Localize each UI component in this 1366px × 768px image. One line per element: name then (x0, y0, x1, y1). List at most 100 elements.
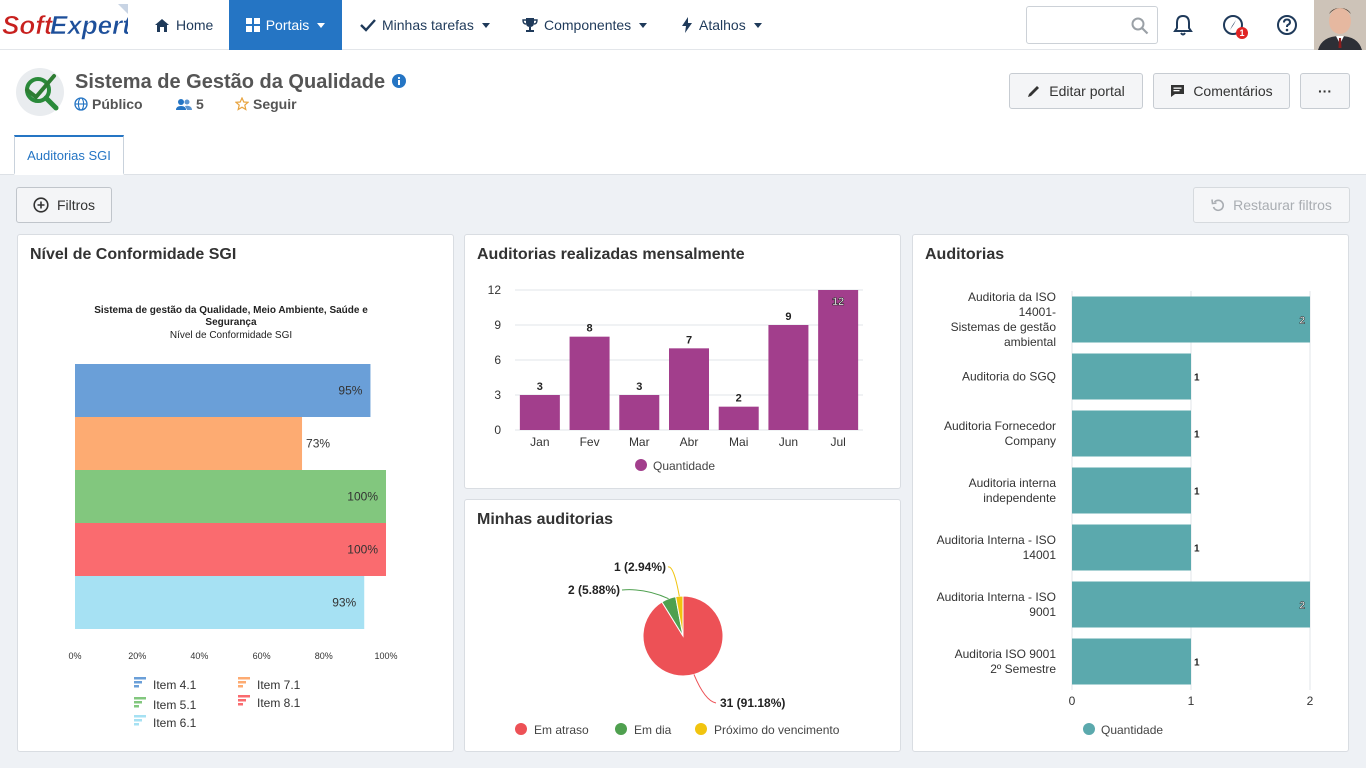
conformity-bar[interactable] (75, 417, 303, 470)
nav-atalhos[interactable]: Atalhos (667, 0, 776, 50)
audit-bar[interactable] (1072, 524, 1191, 571)
x-tick-label: Mai (729, 435, 748, 449)
info-icon[interactable] (392, 74, 406, 88)
bar-value-label: 8 (587, 323, 593, 335)
y-tick-label: 6 (494, 353, 501, 367)
legend-item[interactable]: Item 7.1 (238, 677, 301, 692)
category-label: 14001 (1023, 548, 1057, 562)
conformity-panel-title: Nível de Conformidade SGI (30, 246, 237, 263)
nav-portais[interactable]: Portais (229, 0, 342, 50)
bar-value-label: 7 (686, 334, 692, 346)
monthly-bar[interactable] (718, 406, 759, 430)
search-input[interactable] (1027, 7, 1127, 43)
x-tick-label: 1 (1188, 694, 1195, 708)
x-tick-label: 2 (1307, 694, 1314, 708)
bar-value-label: 2 (1299, 316, 1305, 327)
x-tick-label: 80% (315, 651, 333, 661)
monthly-bar[interactable] (818, 290, 859, 430)
conformity-panel: Nível de Conformidade SGI Sistema de ges… (17, 234, 454, 752)
filters-button[interactable]: Filtros (16, 187, 112, 223)
legend-item[interactable]: Item 5.1 (134, 697, 197, 712)
conformity-bar[interactable] (75, 576, 365, 629)
legend-item[interactable]: Em atraso (515, 723, 589, 737)
my-audits-pie: 31 (91.18%) 2 (5.88%) 1 (2.94%) Em atraso E… (515, 560, 840, 737)
legend-swatch (238, 695, 250, 698)
monthly-audits-panel: Auditorias realizadas mensalmente 3 8 3 7 2 9… (464, 234, 901, 489)
edit-portal-button[interactable]: Editar portal (1009, 73, 1143, 109)
filters-label: Filtros (56, 197, 96, 213)
check-icon (360, 19, 376, 32)
follow-link[interactable]: Seguir (235, 96, 297, 112)
svg-text:Soft: Soft (2, 10, 54, 40)
category-label: Company (1005, 434, 1056, 448)
monthly-bar[interactable] (619, 395, 660, 430)
bell-icon[interactable] (1171, 13, 1195, 37)
legend-item[interactable]: Item 6.1 (134, 715, 197, 730)
conformity-bar-label: 95% (338, 384, 362, 398)
category-label: Auditoria Fornecedor (944, 419, 1056, 433)
softexpert-logo[interactable]: Soft Expert (0, 2, 128, 42)
my-audits-panel-title: Minhas auditorias (477, 511, 614, 528)
nav-home[interactable]: Home (140, 0, 227, 50)
comments-button[interactable]: Comentários (1153, 73, 1290, 109)
nav-home-label: Home (176, 17, 214, 33)
conformity-bar[interactable] (75, 523, 386, 576)
category-label: 2º Semestre (990, 662, 1056, 676)
pie-value-label: 2 (5.88%) (568, 583, 620, 597)
audit-bar[interactable] (1072, 467, 1191, 514)
monthly-bar[interactable] (669, 348, 709, 430)
conformity-bar[interactable] (75, 364, 371, 417)
help-icon[interactable] (1275, 13, 1299, 37)
star-icon (235, 97, 249, 111)
notification-badge: 1 (1236, 27, 1248, 39)
legend-label: Item 6.1 (153, 716, 197, 730)
category-label: Sistemas de gestão (951, 320, 1057, 334)
audit-bar[interactable] (1072, 581, 1310, 628)
monthly-bar[interactable] (519, 395, 560, 430)
bar-value-label: 1 (1194, 544, 1200, 555)
tab-auditorias-sgi[interactable]: Auditorias SGI (14, 135, 124, 175)
legend-item[interactable]: Próximo do vencimento (695, 723, 840, 737)
category-label: 9001 (1029, 605, 1056, 619)
audit-bar[interactable] (1072, 353, 1191, 400)
audit-bar[interactable] (1072, 410, 1191, 457)
bar-value-label: 9 (785, 311, 791, 323)
nav-portais-label: Portais (265, 17, 310, 33)
legend-item[interactable]: Item 4.1 (134, 677, 197, 692)
x-tick-label: 40% (190, 651, 208, 661)
monthly-panel-title: Auditorias realizadas mensalmente (477, 246, 745, 263)
search-box[interactable] (1026, 6, 1158, 44)
members-count[interactable]: 5 (176, 96, 204, 112)
user-avatar[interactable] (1314, 0, 1366, 50)
search-icon[interactable] (1131, 17, 1149, 35)
monthly-bar[interactable] (768, 325, 809, 430)
members-label: 5 (196, 96, 204, 112)
nav-minhas-tarefas[interactable]: Minhas tarefas (346, 0, 504, 50)
legend-quantidade: Quantidade (1101, 723, 1163, 737)
visibility-label: Público (92, 96, 143, 112)
compass-icon[interactable] (1221, 13, 1245, 37)
category-label: Auditoria ISO 9001 (955, 647, 1057, 661)
audit-bar[interactable] (1072, 638, 1191, 685)
y-tick-label: 12 (488, 283, 502, 297)
bar-value-label: 1 (1194, 430, 1200, 441)
x-tick-label: Jul (830, 435, 845, 449)
audits-panel-title: Auditorias (925, 246, 1005, 263)
pencil-icon (1028, 86, 1040, 97)
legend-item[interactable]: Em dia (615, 723, 672, 737)
monthly-bar[interactable] (569, 336, 610, 430)
reset-filters-label: Restaurar filtros (1233, 197, 1332, 213)
pie-slice[interactable] (675, 595, 684, 637)
x-tick-label: Abr (680, 435, 699, 449)
bar-value-label: 1 (1194, 658, 1200, 669)
legend-item[interactable]: Item 8.1 (238, 695, 301, 710)
more-options-button[interactable]: ··· (1300, 73, 1350, 109)
legend-label: Próximo do vencimento (714, 723, 840, 737)
legend-swatch (134, 701, 142, 704)
legend-swatch (238, 703, 243, 706)
conformity-bar[interactable] (75, 470, 386, 523)
reset-filters-button[interactable]: Restaurar filtros (1193, 187, 1350, 223)
audit-bar[interactable] (1072, 296, 1310, 343)
legend-swatch (134, 705, 139, 708)
nav-componentes[interactable]: Componentes (508, 0, 661, 50)
